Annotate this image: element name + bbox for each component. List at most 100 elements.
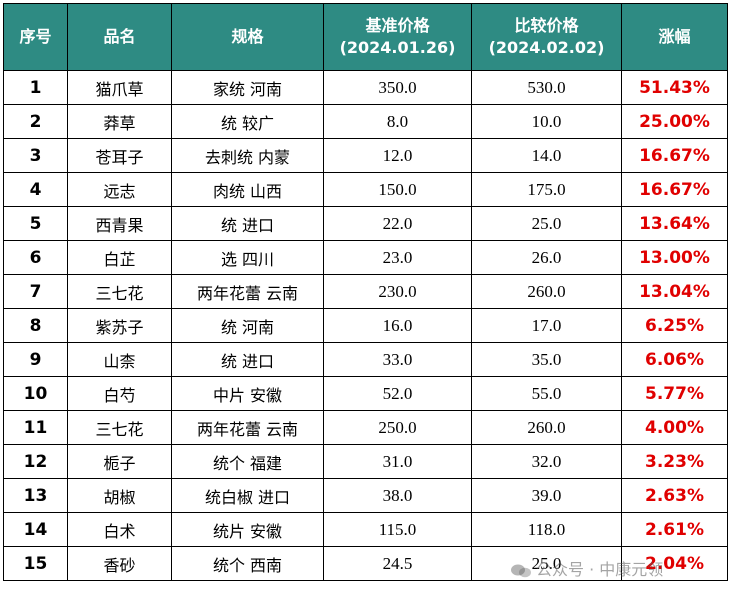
table-row: 14 白术 统片 安徽 115.0 118.0 2.61%: [3, 512, 728, 547]
table-header-row: 序号 品名 规格 基准价格 (2024.01.26) 比较价格 (2024.02…: [3, 3, 728, 71]
cell-spec: 两年花蕾 云南: [171, 274, 324, 309]
cell-seq: 1: [3, 70, 68, 105]
cell-base-price: 33.0: [323, 342, 472, 377]
cell-name: 三七花: [67, 274, 172, 309]
cell-base-price: 12.0: [323, 138, 472, 173]
cell-name: 紫苏子: [67, 308, 172, 343]
header-base-date: (2024.01.26): [339, 38, 456, 57]
cell-change: 16.67%: [621, 172, 728, 207]
cell-seq: 7: [3, 274, 68, 309]
cell-compare-price: 17.0: [471, 308, 622, 343]
cell-spec: 统个 西南: [171, 546, 324, 581]
cell-seq: 3: [3, 138, 68, 173]
cell-name: 白术: [67, 512, 172, 547]
cell-spec: 选 四川: [171, 240, 324, 275]
watermark-text: 公众号 · 中康元领: [536, 560, 664, 579]
cell-name: 白芍: [67, 376, 172, 411]
cell-change: 13.00%: [621, 240, 728, 275]
wechat-icon: [511, 564, 531, 577]
cell-base-price: 230.0: [323, 274, 472, 309]
cell-compare-price: 260.0: [471, 410, 622, 445]
cell-seq: 9: [3, 342, 68, 377]
cell-base-price: 16.0: [323, 308, 472, 343]
table-row: 5 西青果统 进口 22.0 25.0 13.64%: [3, 206, 728, 241]
cell-seq: 13: [3, 478, 68, 513]
header-base-title: 基准价格: [365, 16, 430, 35]
cell-compare-price: 14.0: [471, 138, 622, 173]
cell-spec: 统片 安徽: [171, 512, 324, 547]
watermark: 公众号 · 中康元领: [510, 556, 663, 580]
table-row: 4 远志 肉统 山西 150.0 175.0 16.67%: [3, 172, 728, 207]
cell-change: 6.25%: [621, 308, 728, 343]
cell-base-price: 38.0: [323, 478, 472, 513]
cell-base-price: 8.0: [323, 104, 472, 139]
cell-spec: 中片 安徽: [171, 376, 324, 411]
table-row: 2 莽草统 较广 8.0 10.0 25.00%: [3, 104, 728, 139]
cell-spec: 统个 福建: [171, 444, 324, 479]
cell-compare-price: 530.0: [471, 70, 622, 105]
table-row: 7 三七花 两年花蕾 云南 230.0 260.0 13.04%: [3, 274, 728, 309]
cell-base-price: 150.0: [323, 172, 472, 207]
cell-base-price: 52.0: [323, 376, 472, 411]
cell-name: 胡椒: [67, 478, 172, 513]
price-change-table: 序号 品名 规格 基准价格 (2024.01.26) 比较价格 (2024.02…: [3, 3, 728, 581]
cell-change: 16.67%: [621, 138, 728, 173]
cell-name: 远志: [67, 172, 172, 207]
cell-base-price: 24.5: [323, 546, 472, 581]
cell-change: 2.63%: [621, 478, 728, 513]
cell-change: 6.06%: [621, 342, 728, 377]
cell-seq: 4: [3, 172, 68, 207]
header-name: 品名: [67, 3, 172, 71]
cell-name: 白芷: [67, 240, 172, 275]
table-row: 6 白芷选 四川 23.0 26.0 13.00%: [3, 240, 728, 275]
cell-spec: 统 河南: [171, 308, 324, 343]
header-seq: 序号: [3, 3, 68, 71]
cell-name: 三七花: [67, 410, 172, 445]
cell-base-price: 350.0: [323, 70, 472, 105]
cell-base-price: 23.0: [323, 240, 472, 275]
cell-base-price: 250.0: [323, 410, 472, 445]
cell-spec: 去刺统 内蒙: [171, 138, 324, 173]
cell-seq: 10: [3, 376, 68, 411]
table-row: 10 白芍 中片 安徽 52.0 55.0 5.77%: [3, 376, 728, 411]
table-row: 8 紫苏子统 河南 16.0 17.0 6.25%: [3, 308, 728, 343]
cell-base-price: 22.0: [323, 206, 472, 241]
cell-name: 西青果: [67, 206, 172, 241]
table-row: 15 香砂 统个 西南 24.5 25.0 2.04%: [3, 546, 728, 581]
cell-spec: 统 进口: [171, 206, 324, 241]
cell-seq: 2: [3, 104, 68, 139]
cell-change: 13.64%: [621, 206, 728, 241]
cell-base-price: 31.0: [323, 444, 472, 479]
cell-compare-price: 118.0: [471, 512, 622, 547]
cell-name: 莽草: [67, 104, 172, 139]
cell-seq: 11: [3, 410, 68, 445]
cell-seq: 8: [3, 308, 68, 343]
cell-spec: 统白椒 进口: [171, 478, 324, 513]
cell-change: 2.04%: [621, 546, 728, 581]
header-change: 涨幅: [621, 3, 728, 71]
cell-compare-price: 10.0: [471, 104, 622, 139]
cell-spec: 家统 河南: [171, 70, 324, 105]
cell-seq: 6: [3, 240, 68, 275]
cell-name: 栀子: [67, 444, 172, 479]
table-row: 12 栀子 统个 福建 31.0 32.0 3.23%: [3, 444, 728, 479]
cell-spec: 统 进口: [171, 342, 324, 377]
cell-name: 苍耳子: [67, 138, 172, 173]
cell-change: 13.04%: [621, 274, 728, 309]
header-compare-price: 比较价格 (2024.02.02): [471, 3, 622, 71]
cell-spec: 统 较广: [171, 104, 324, 139]
cell-compare-price: 39.0: [471, 478, 622, 513]
cell-seq: 15: [3, 546, 68, 581]
cell-compare-price: 32.0: [471, 444, 622, 479]
table-row: 13 胡椒 统白椒 进口 38.0 39.0 2.63%: [3, 478, 728, 513]
cell-spec: 肉统 山西: [171, 172, 324, 207]
cell-name: 山柰: [67, 342, 172, 377]
cell-base-price: 115.0: [323, 512, 472, 547]
cell-change: 3.23%: [621, 444, 728, 479]
cell-compare-price: 26.0: [471, 240, 622, 275]
cell-compare-price: 25.0: [471, 206, 622, 241]
cell-spec: 两年花蕾 云南: [171, 410, 324, 445]
cell-change: 2.61%: [621, 512, 728, 547]
cell-compare-price: 175.0: [471, 172, 622, 207]
header-compare-title: 比较价格: [514, 16, 579, 35]
